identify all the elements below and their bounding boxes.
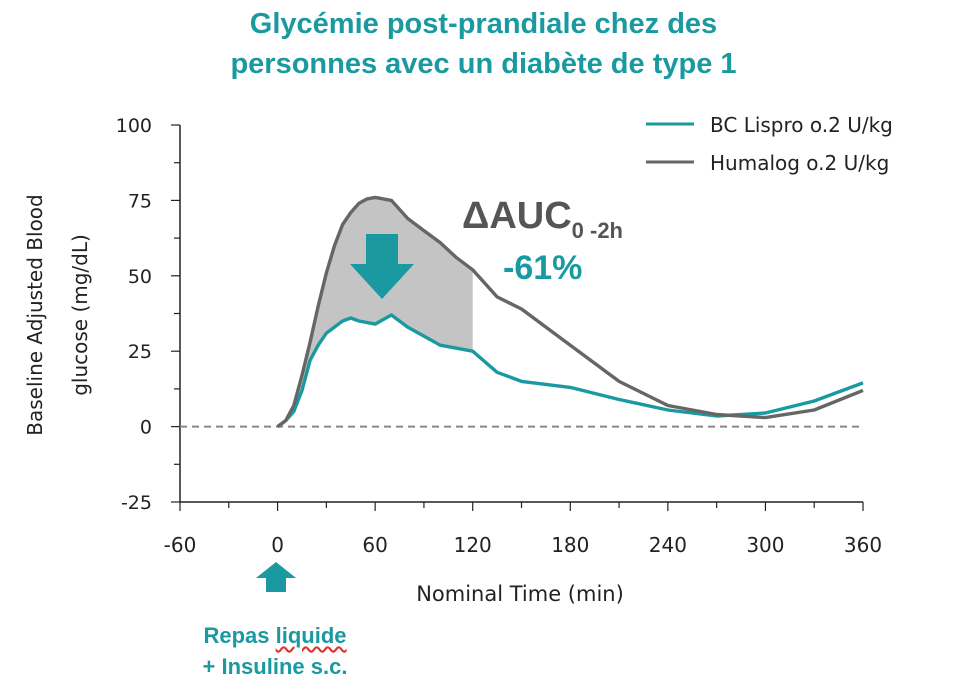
legend-label-humalog: Humalog o.2 U/kg	[710, 151, 889, 175]
delta-auc-label: ΔAUC0 -2h	[462, 195, 623, 243]
series-line-humalog	[276, 195, 864, 428]
y-tick-label: 25	[128, 341, 152, 363]
delta-auc-subscript: 0 -2h	[572, 218, 623, 243]
down-arrow-icon	[350, 234, 414, 299]
auc-shaded-region	[277, 197, 473, 427]
x-tick-label: 240	[649, 533, 687, 557]
legend-label-bc-lispro: BC Lispro o.2 U/kg	[710, 113, 893, 137]
y-tick-label: -25	[121, 492, 152, 514]
title-line-1: Glycémie post-prandiale chez des	[249, 8, 718, 40]
legend: BC Lispro o.2 U/kg Humalog o.2 U/kg	[646, 113, 893, 175]
chart-title: Glycémie post-prandiale chez des personn…	[0, 4, 967, 84]
caption-word-liquide: liquide	[275, 623, 347, 648]
series-lines	[276, 195, 864, 428]
title-line-2: personnes avec un diabète de type 1	[230, 48, 737, 80]
caption-word-repas: Repas	[203, 623, 270, 648]
series-line-bc-lispro	[276, 313, 864, 428]
caption-line-1: Repas liquide	[160, 620, 390, 651]
y-tick-label: 50	[128, 266, 152, 288]
y-axis-label: Baseline Adjusted Blood glucose (mg/dL)	[23, 194, 92, 435]
x-axis-label: Nominal Time (min)	[416, 582, 624, 606]
delta-auc-annotation: ΔAUC0 -2h -61%	[462, 195, 623, 287]
x-tick-label: 120	[454, 533, 492, 557]
auc-shaded-region-group	[277, 197, 473, 427]
delta-auc-percent: -61%	[503, 249, 582, 287]
x-tick-label: 0	[271, 533, 284, 557]
axes: -25 0 25 50 75 100 -60 0 60 120 180 240 300 360	[116, 115, 882, 557]
up-arrow-icon	[256, 562, 296, 592]
meal-insulin-caption: Repas liquide + Insuline s.c.	[160, 620, 390, 682]
x-tick-label: -60	[164, 533, 197, 557]
y-tick-label: 75	[128, 190, 152, 212]
y-tick-label: 0	[140, 417, 152, 439]
y-tick-label: 100	[116, 115, 152, 137]
x-tick-label: 180	[551, 533, 589, 557]
y-axis-label-line-1: Baseline Adjusted Blood	[23, 194, 47, 435]
caption-line-2: + Insuline s.c.	[202, 654, 348, 679]
x-tick-label: 60	[362, 533, 387, 557]
x-tick-label: 360	[844, 533, 882, 557]
x-tick-label: 300	[746, 533, 784, 557]
delta-auc-prefix: ΔAUC	[462, 195, 572, 237]
y-axis-label-line-2: glucose (mg/dL)	[68, 234, 92, 396]
